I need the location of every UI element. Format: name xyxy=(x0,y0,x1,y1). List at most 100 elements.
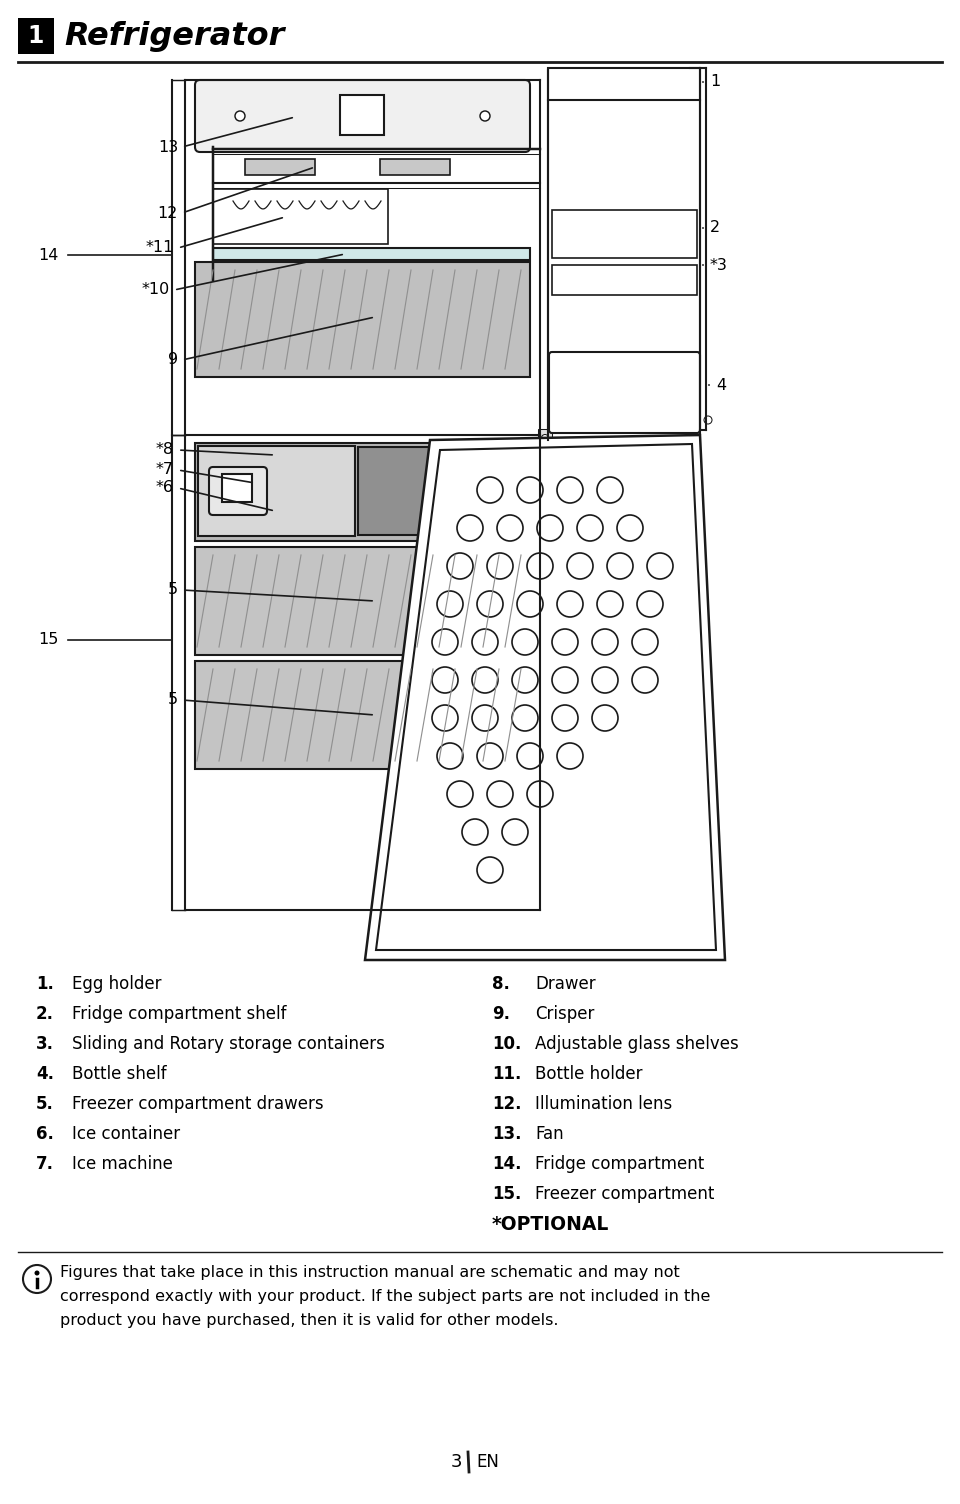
Text: Drawer: Drawer xyxy=(535,975,595,993)
Text: *11: *11 xyxy=(146,241,174,256)
Circle shape xyxy=(457,514,483,541)
Text: Figures that take place in this instruction manual are schematic and may not: Figures that take place in this instruct… xyxy=(60,1265,680,1280)
Text: Refrigerator: Refrigerator xyxy=(64,21,284,51)
Circle shape xyxy=(462,820,488,845)
Circle shape xyxy=(477,591,503,617)
Bar xyxy=(213,190,388,244)
Text: 3.: 3. xyxy=(36,1035,54,1053)
Circle shape xyxy=(647,553,673,579)
Text: *OPTIONAL: *OPTIONAL xyxy=(492,1215,610,1233)
Text: 1: 1 xyxy=(710,75,720,90)
Circle shape xyxy=(512,666,538,693)
Circle shape xyxy=(552,629,578,656)
Circle shape xyxy=(704,417,712,424)
Circle shape xyxy=(632,666,658,693)
Text: 14.: 14. xyxy=(492,1155,521,1173)
Circle shape xyxy=(592,666,618,693)
Bar xyxy=(195,660,530,769)
Text: 12.: 12. xyxy=(492,1095,521,1113)
Text: *3: *3 xyxy=(710,257,728,272)
Circle shape xyxy=(557,591,583,617)
Text: 15: 15 xyxy=(37,633,59,648)
Text: 5: 5 xyxy=(168,582,178,597)
Text: 8.: 8. xyxy=(492,975,510,993)
Circle shape xyxy=(477,857,503,883)
Text: 9: 9 xyxy=(168,352,178,367)
Circle shape xyxy=(437,743,463,769)
Circle shape xyxy=(597,591,623,617)
Circle shape xyxy=(487,781,513,808)
Circle shape xyxy=(557,743,583,769)
FancyBboxPatch shape xyxy=(198,447,355,535)
Text: 12: 12 xyxy=(157,206,178,221)
Circle shape xyxy=(497,514,523,541)
Text: Fridge compartment shelf: Fridge compartment shelf xyxy=(72,1005,286,1023)
Text: Fan: Fan xyxy=(535,1125,564,1143)
Text: 3: 3 xyxy=(450,1453,462,1471)
Text: 10.: 10. xyxy=(492,1035,521,1053)
Circle shape xyxy=(477,477,503,502)
Bar xyxy=(213,248,530,260)
Text: Ice machine: Ice machine xyxy=(72,1155,173,1173)
Circle shape xyxy=(447,781,473,808)
FancyBboxPatch shape xyxy=(209,468,267,514)
Bar xyxy=(195,547,530,656)
Text: 1: 1 xyxy=(28,24,44,48)
Circle shape xyxy=(557,477,583,502)
Text: 2: 2 xyxy=(710,221,720,236)
Circle shape xyxy=(512,629,538,656)
Text: 15.: 15. xyxy=(492,1185,521,1203)
Circle shape xyxy=(517,591,543,617)
Circle shape xyxy=(617,514,643,541)
Circle shape xyxy=(472,705,498,731)
Text: *7: *7 xyxy=(156,463,174,477)
Text: 2.: 2. xyxy=(36,1005,54,1023)
Text: 5.: 5. xyxy=(36,1095,54,1113)
Circle shape xyxy=(480,111,490,120)
Circle shape xyxy=(432,629,458,656)
Text: 9.: 9. xyxy=(492,1005,510,1023)
Text: Sliding and Rotary storage containers: Sliding and Rotary storage containers xyxy=(72,1035,385,1053)
Bar xyxy=(18,18,54,54)
Bar xyxy=(380,159,450,174)
Text: 14: 14 xyxy=(37,248,59,263)
Text: *8: *8 xyxy=(156,442,174,457)
FancyBboxPatch shape xyxy=(340,95,384,135)
Text: EN: EN xyxy=(476,1453,499,1471)
Circle shape xyxy=(577,514,603,541)
Circle shape xyxy=(432,705,458,731)
Circle shape xyxy=(592,629,618,656)
Bar xyxy=(195,444,530,541)
Bar xyxy=(552,265,697,295)
Circle shape xyxy=(502,820,528,845)
Text: 1.: 1. xyxy=(36,975,54,993)
FancyBboxPatch shape xyxy=(195,80,530,152)
Bar xyxy=(195,262,530,378)
Text: 4: 4 xyxy=(716,378,726,393)
Text: Bottle holder: Bottle holder xyxy=(535,1065,642,1083)
Text: correspond exactly with your product. If the subject parts are not included in t: correspond exactly with your product. If… xyxy=(60,1289,710,1304)
Text: 6.: 6. xyxy=(36,1125,54,1143)
Circle shape xyxy=(597,477,623,502)
Text: 5: 5 xyxy=(168,692,178,707)
Circle shape xyxy=(541,435,548,442)
Circle shape xyxy=(235,111,245,120)
Circle shape xyxy=(472,629,498,656)
Circle shape xyxy=(23,1265,51,1293)
Text: *10: *10 xyxy=(142,283,170,298)
Text: Crisper: Crisper xyxy=(535,1005,594,1023)
Circle shape xyxy=(447,553,473,579)
Circle shape xyxy=(552,705,578,731)
Circle shape xyxy=(607,553,633,579)
Circle shape xyxy=(432,666,458,693)
Text: Egg holder: Egg holder xyxy=(72,975,161,993)
Circle shape xyxy=(637,591,663,617)
Bar xyxy=(358,447,526,535)
Circle shape xyxy=(567,553,593,579)
Text: 7.: 7. xyxy=(36,1155,54,1173)
Circle shape xyxy=(437,591,463,617)
Text: Ice container: Ice container xyxy=(72,1125,180,1143)
Circle shape xyxy=(517,743,543,769)
Text: Illumination lens: Illumination lens xyxy=(535,1095,672,1113)
Text: 4.: 4. xyxy=(36,1065,54,1083)
